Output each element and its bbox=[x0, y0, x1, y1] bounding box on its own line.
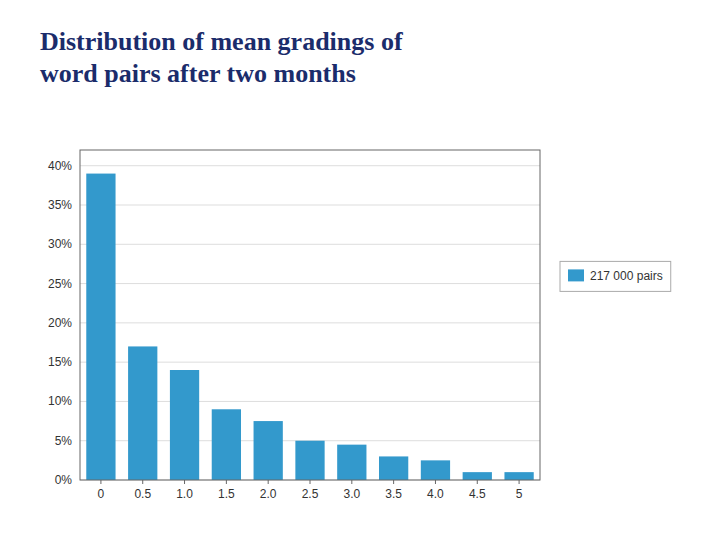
y-tick-label: 5% bbox=[55, 434, 73, 448]
x-tick-label: 0 bbox=[98, 487, 105, 501]
bar bbox=[295, 441, 324, 480]
x-tick bbox=[142, 480, 143, 484]
title-line: word pairs after two months bbox=[40, 59, 356, 88]
legend: 217 000 pairs bbox=[560, 261, 671, 291]
x-tick-label: 1.0 bbox=[176, 487, 193, 501]
bar bbox=[170, 370, 199, 480]
x-tick bbox=[226, 480, 227, 484]
x-tick bbox=[519, 480, 520, 484]
grid-line bbox=[80, 283, 540, 284]
grid-line bbox=[80, 205, 540, 206]
grid-line bbox=[80, 165, 540, 166]
bar bbox=[504, 472, 533, 480]
x-tick bbox=[100, 480, 101, 484]
bar bbox=[128, 346, 157, 480]
bar bbox=[212, 409, 241, 480]
title-line: Distribution of mean gradings of bbox=[40, 27, 403, 56]
plot-frame bbox=[80, 150, 540, 480]
x-tick bbox=[393, 480, 394, 484]
x-tick bbox=[351, 480, 352, 484]
bar bbox=[421, 460, 450, 480]
title: Distribution of mean gradings of word pai… bbox=[40, 27, 403, 88]
x-tick-label: 0.5 bbox=[134, 487, 151, 501]
y-tick-label: 40% bbox=[48, 159, 72, 173]
x-tick bbox=[435, 480, 436, 484]
y-tick-label: 35% bbox=[48, 198, 72, 212]
legend-label: 217 000 pairs bbox=[590, 269, 663, 283]
x-tick-label: 2.5 bbox=[302, 487, 319, 501]
x-tick bbox=[268, 480, 269, 484]
x-tick-label: 4.5 bbox=[469, 487, 486, 501]
chart-container: Distribution of mean gradings of word pai… bbox=[0, 0, 720, 540]
y-tick-label: 0% bbox=[55, 473, 73, 487]
x-tick-label: 4.0 bbox=[427, 487, 444, 501]
x-tick bbox=[477, 480, 478, 484]
bar bbox=[86, 174, 115, 480]
chart: Distribution of mean gradings of word pai… bbox=[0, 0, 720, 540]
x-tick bbox=[310, 480, 311, 484]
legend-frame bbox=[560, 261, 671, 291]
x-tick-label: 5 bbox=[516, 487, 523, 501]
y-tick-label: 10% bbox=[48, 394, 72, 408]
y-tick-label: 25% bbox=[48, 277, 72, 291]
x-tick-label: 3.0 bbox=[343, 487, 360, 501]
x-tick bbox=[184, 480, 185, 484]
y-tick-label: 30% bbox=[48, 237, 72, 251]
grid bbox=[80, 166, 540, 480]
x-tick-label: 1.5 bbox=[218, 487, 235, 501]
x-tick-label: 2.0 bbox=[260, 487, 277, 501]
bar bbox=[463, 472, 492, 480]
bars bbox=[86, 174, 533, 480]
x-tick-label: 3.5 bbox=[385, 487, 402, 501]
grid-line bbox=[80, 244, 540, 245]
bar bbox=[337, 445, 366, 480]
legend-swatch bbox=[568, 269, 584, 281]
y-tick-label: 15% bbox=[48, 355, 72, 369]
grid-line bbox=[80, 322, 540, 323]
y-tick-label: 20% bbox=[48, 316, 72, 330]
bar bbox=[254, 421, 283, 480]
bar bbox=[379, 456, 408, 480]
